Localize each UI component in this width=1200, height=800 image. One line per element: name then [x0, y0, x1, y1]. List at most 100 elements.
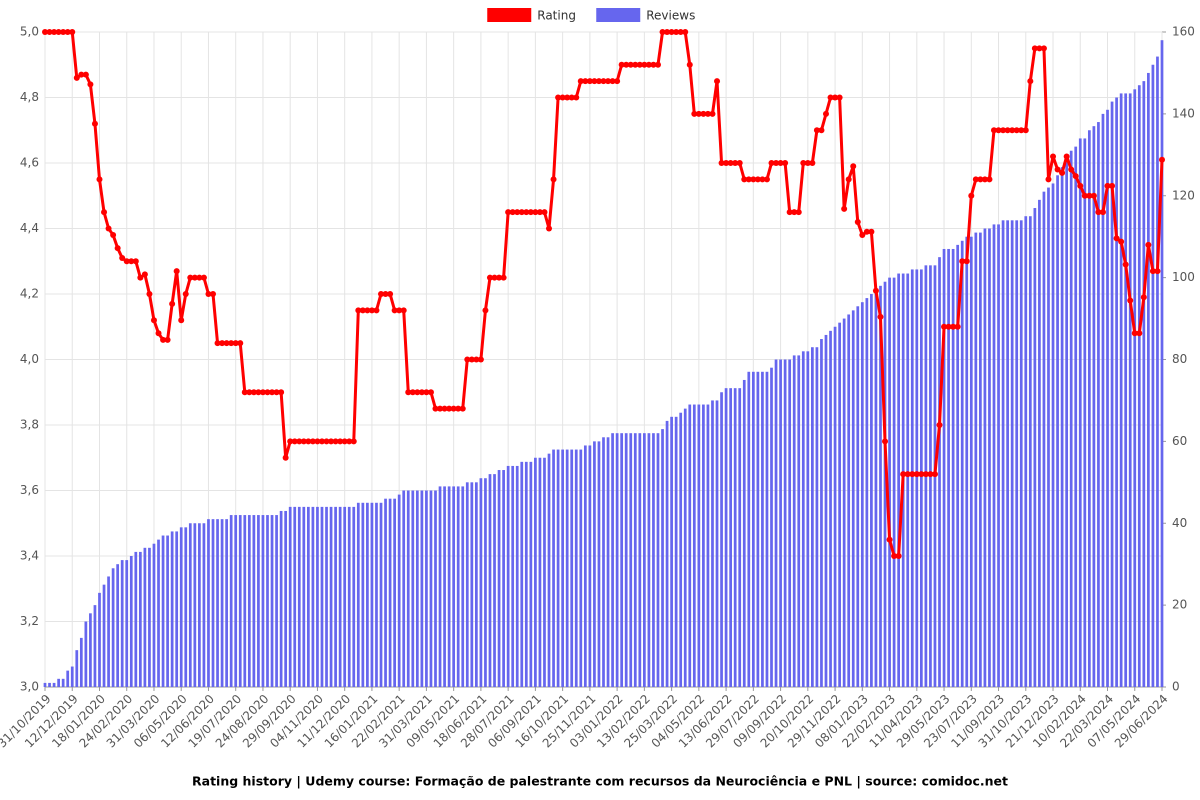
y-tick-label: 3,4 — [20, 549, 39, 563]
bar — [179, 527, 183, 687]
bar — [1083, 138, 1087, 687]
point — [981, 176, 988, 183]
bar — [538, 457, 542, 687]
point — [259, 389, 266, 396]
y-tick-label: 4,2 — [20, 287, 39, 301]
bar — [992, 224, 996, 687]
point — [763, 176, 770, 183]
point — [850, 163, 857, 170]
bar — [1151, 64, 1155, 687]
bar — [706, 404, 710, 687]
bar — [338, 506, 342, 687]
point — [382, 291, 389, 297]
bar — [1006, 220, 1009, 687]
bar — [779, 359, 782, 687]
point — [691, 110, 698, 117]
point — [427, 389, 434, 396]
bar — [75, 650, 79, 687]
point — [164, 336, 171, 343]
bar — [879, 285, 882, 687]
point — [296, 438, 303, 445]
bar — [870, 294, 873, 687]
point — [505, 209, 512, 216]
bar — [788, 359, 792, 687]
point — [101, 209, 108, 216]
point — [491, 274, 498, 281]
bar — [270, 515, 274, 687]
point — [1054, 166, 1061, 173]
point — [96, 176, 103, 183]
bar — [806, 351, 810, 687]
bar — [552, 449, 555, 687]
point — [237, 340, 244, 347]
y2-tick-label: 120 — [1172, 188, 1195, 202]
point — [364, 307, 371, 314]
bar — [620, 433, 624, 687]
point — [110, 232, 117, 239]
point — [441, 405, 448, 412]
bar — [284, 510, 288, 687]
bar — [520, 461, 524, 687]
bar — [61, 678, 65, 687]
bar — [393, 498, 396, 687]
bar — [697, 404, 701, 687]
bar — [670, 416, 673, 687]
bar — [220, 519, 224, 687]
bar — [384, 498, 387, 687]
point — [1090, 192, 1097, 199]
bar — [661, 429, 664, 687]
bar — [1033, 208, 1037, 687]
point — [137, 274, 144, 281]
bar — [1087, 130, 1091, 687]
point — [200, 274, 207, 281]
point — [1154, 268, 1161, 275]
bar — [747, 371, 751, 687]
bar — [334, 506, 337, 687]
bar — [370, 502, 374, 687]
bar — [297, 506, 301, 687]
point — [577, 78, 584, 85]
point — [795, 209, 802, 216]
point — [891, 553, 898, 559]
bar — [1074, 146, 1078, 687]
bar — [1124, 93, 1128, 687]
point — [418, 389, 425, 396]
bar — [1024, 216, 1028, 687]
bar — [1078, 138, 1082, 687]
bar — [216, 519, 219, 687]
bar — [674, 416, 678, 687]
bar — [988, 228, 991, 687]
point — [473, 356, 480, 363]
point — [777, 160, 784, 166]
point — [591, 78, 598, 85]
point — [1068, 166, 1075, 173]
bar — [352, 506, 356, 687]
point — [573, 94, 580, 101]
bar — [266, 515, 269, 687]
point — [650, 61, 657, 68]
point — [1140, 294, 1147, 301]
bar — [57, 678, 60, 687]
point — [827, 94, 834, 101]
point — [432, 405, 439, 412]
point — [636, 61, 643, 68]
bar — [888, 277, 891, 687]
point — [1099, 209, 1106, 216]
point — [173, 268, 180, 275]
bar — [406, 490, 410, 687]
bar — [461, 486, 465, 687]
point — [695, 110, 702, 117]
bar — [652, 433, 655, 687]
point — [78, 71, 85, 78]
bar — [411, 490, 415, 687]
point — [119, 254, 126, 261]
point — [437, 405, 444, 412]
point — [1127, 297, 1134, 304]
point — [514, 209, 521, 216]
point — [536, 209, 543, 216]
point — [568, 94, 575, 101]
point — [55, 29, 62, 35]
bar — [1001, 220, 1005, 687]
point — [1022, 127, 1029, 134]
point — [841, 205, 848, 212]
